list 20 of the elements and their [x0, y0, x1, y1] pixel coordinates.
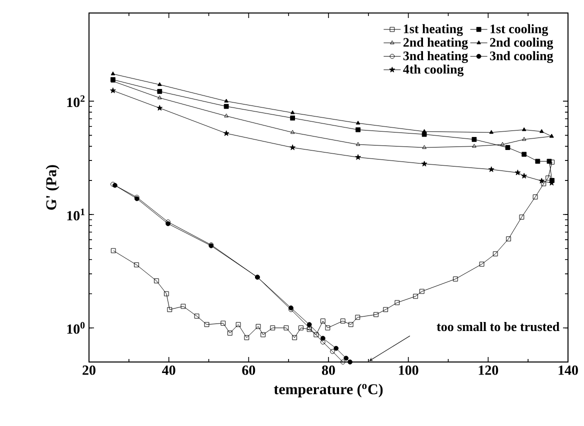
x-tick-label: 60: [242, 366, 256, 375]
x-tick-label: 40: [162, 366, 176, 375]
y-tick-label: 10$^{0}$: [67, 322, 85, 334]
legend-label: 3nd heating: [403, 51, 468, 63]
x-tick-label: 20: [82, 366, 96, 375]
legend-label: 4th cooling: [403, 64, 464, 76]
y-tick-label: 10$^{2}$: [67, 95, 85, 108]
annotation: too small to be trusted: [436, 322, 560, 332]
x-tick-label: 140: [558, 366, 578, 375]
legend-label: 2nd heating: [403, 38, 468, 50]
legend-label: 3nd cooling: [490, 51, 554, 63]
legend-label: 1st cooling: [490, 24, 548, 36]
y-tick-label: 10$^{1}$: [67, 208, 84, 220]
y-axis-title: G' (Pa): [46, 165, 60, 210]
legend-label: 1st heating: [404, 24, 463, 36]
x-tick-label: 100: [399, 366, 418, 375]
legend-label: 2nd cooling: [490, 38, 554, 50]
x-axis-title: temperature ($^{o}$C): [274, 384, 383, 398]
x-tick-label: 120: [478, 366, 498, 375]
x-tick-label: 80: [322, 366, 335, 375]
